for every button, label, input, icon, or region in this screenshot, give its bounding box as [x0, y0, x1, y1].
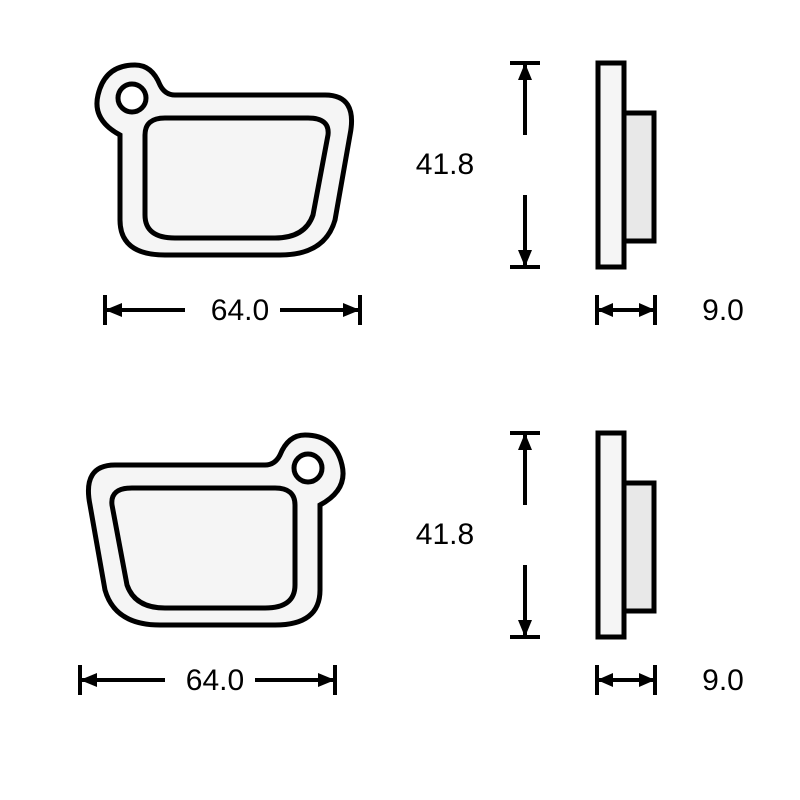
width-dimension-label: 64.0	[170, 664, 260, 698]
brake-pad-side-view	[590, 55, 670, 275]
height-dimension-arrow	[505, 425, 545, 645]
height-dimension-label: 41.8	[400, 148, 490, 182]
thickness-dimension-label: 9.0	[688, 664, 758, 698]
brake-pad-side-view	[590, 425, 670, 645]
height-dimension-label: 41.8	[400, 518, 490, 552]
thickness-dimension-arrow	[585, 660, 675, 700]
brake-pad-front-view	[70, 60, 370, 270]
width-dimension-label: 64.0	[195, 294, 285, 328]
thickness-dimension-label: 9.0	[688, 294, 758, 328]
thickness-dimension-arrow	[585, 290, 675, 330]
brake-pad-front-view	[70, 430, 370, 640]
height-dimension-arrow	[505, 55, 545, 275]
